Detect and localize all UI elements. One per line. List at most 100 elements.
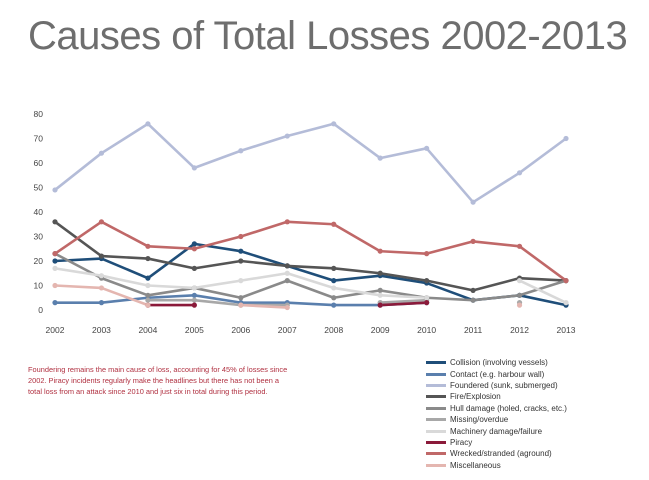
- data-point-foundered-sunk-submerged: [424, 145, 430, 151]
- chart-note: Foundering remains the main cause of los…: [28, 365, 288, 396]
- data-point-foundered-sunk-submerged: [145, 121, 151, 127]
- data-point-foundered-sunk-submerged: [284, 133, 290, 139]
- data-point-wrecked-stranded-aground: [424, 251, 430, 257]
- data-point-foundered-sunk-submerged: [98, 150, 105, 156]
- data-point-miscellaneous: [98, 285, 105, 291]
- legend-swatch: [426, 406, 446, 410]
- x-tick-label: 2008: [324, 325, 343, 335]
- data-point-fire-explosion: [145, 255, 151, 262]
- data-point-wrecked-stranded-aground: [470, 238, 476, 244]
- data-point-wrecked-stranded-aground: [145, 243, 151, 249]
- data-point-machinery-damage-failure: [145, 282, 151, 289]
- data-point-contact-e-g-harbour-wall: [98, 300, 105, 306]
- series-line-collision-involving-vessels: [53, 242, 568, 307]
- data-point-foundered-sunk-submerged: [191, 165, 197, 171]
- legend-label: Wrecked/stranded (aground): [450, 449, 552, 459]
- data-point-machinery-damage-failure: [563, 300, 569, 306]
- data-point-foundered-sunk-submerged: [470, 199, 476, 205]
- data-point-fire-explosion: [377, 270, 383, 276]
- data-point-collision-involving-vessels: [191, 241, 197, 247]
- legend-item: Machinery damage/failure: [426, 425, 567, 436]
- legend-swatch: [426, 395, 446, 399]
- x-tick-label: 2004: [138, 325, 157, 335]
- x-tick-label: 2006: [231, 325, 250, 335]
- data-point-wrecked-stranded-aground: [331, 221, 337, 227]
- legend-label: Machinery damage/failure: [450, 426, 543, 436]
- legend-label: Missing/overdue: [450, 415, 509, 425]
- series-points: [52, 121, 569, 311]
- data-point-miscellaneous: [145, 302, 151, 308]
- data-point-piracy: [424, 300, 430, 306]
- data-point-wrecked-stranded-aground: [98, 219, 105, 225]
- x-tick-label: 2012: [510, 325, 529, 335]
- x-tick-label: 2002: [46, 325, 65, 335]
- data-point-wrecked-stranded-aground: [377, 248, 383, 254]
- series-line-miscellaneous: [239, 303, 289, 309]
- x-tick-label: 2013: [557, 325, 576, 335]
- data-point-miscellaneous: [516, 302, 523, 308]
- data-point-fire-explosion: [331, 265, 337, 271]
- data-point-foundered-sunk-submerged: [331, 121, 337, 127]
- data-point-wrecked-stranded-aground: [516, 243, 523, 249]
- data-point-collision-involving-vessels: [52, 258, 58, 264]
- data-point-fire-explosion: [470, 287, 476, 293]
- data-point-foundered-sunk-submerged: [238, 148, 244, 154]
- y-axis-ticks: 0 10 20 30 40 50 60 70 80: [34, 109, 44, 315]
- series-line-piracy: [378, 301, 428, 307]
- legend-item: Collision (involving vessels): [426, 357, 567, 368]
- data-point-missing-overdue: [145, 297, 151, 303]
- data-point-missing-overdue: [191, 297, 197, 303]
- series-line-wrecked-stranded-aground: [53, 220, 568, 282]
- series-line-missing-overdue: [378, 298, 428, 304]
- y-tick-label: 40: [34, 207, 44, 217]
- data-point-contact-e-g-harbour-wall: [52, 300, 58, 306]
- legend-swatch: [426, 429, 446, 433]
- chart-title: Causes of Total Losses 2002-2013: [28, 14, 628, 58]
- x-tick-label: 2009: [371, 325, 390, 335]
- legend-item: Miscellaneous: [426, 460, 567, 471]
- legend-item: Hull damage (holed, cracks, etc.): [426, 403, 567, 414]
- data-point-hull-damage-holed-cracks-etc: [377, 287, 383, 293]
- data-point-machinery-damage-failure: [424, 295, 430, 301]
- data-point-piracy: [191, 302, 197, 308]
- data-point-contact-e-g-harbour-wall: [331, 302, 337, 308]
- data-point-contact-e-g-harbour-wall: [191, 292, 197, 298]
- data-point-machinery-damage-failure: [98, 273, 105, 279]
- data-point-wrecked-stranded-aground: [52, 251, 58, 257]
- y-tick-label: 10: [34, 281, 44, 291]
- x-tick-label: 2007: [278, 325, 297, 335]
- data-point-machinery-damage-failure: [52, 265, 58, 271]
- data-point-miscellaneous: [238, 302, 244, 308]
- series-line-fire-explosion: [53, 220, 568, 292]
- series-line-foundered-sunk-submerged: [53, 122, 568, 204]
- legend-item: Foundered (sunk, submerged): [426, 380, 567, 391]
- x-tick-label: 2005: [185, 325, 204, 335]
- legend-item: Fire/Explosion: [426, 391, 567, 402]
- y-tick-label: 0: [38, 305, 43, 315]
- data-point-foundered-sunk-submerged: [516, 170, 523, 176]
- data-point-fire-explosion: [98, 253, 105, 259]
- data-point-wrecked-stranded-aground: [238, 233, 244, 240]
- data-point-foundered-sunk-submerged: [563, 135, 569, 142]
- chart-legend: Collision (involving vessels) Contact (e.…: [426, 357, 567, 471]
- data-point-miscellaneous: [284, 304, 290, 311]
- data-point-machinery-damage-failure: [377, 292, 383, 298]
- legend-label: Foundered (sunk, submerged): [450, 380, 558, 390]
- legend-swatch: [426, 463, 446, 467]
- x-tick-label: 2010: [417, 325, 436, 335]
- legend-label: Fire/Explosion: [450, 392, 501, 402]
- legend-item: Wrecked/stranded (aground): [426, 448, 567, 459]
- y-tick-label: 60: [34, 158, 44, 168]
- data-point-fire-explosion: [191, 265, 197, 271]
- data-point-machinery-damage-failure: [284, 270, 290, 276]
- series-line-machinery-damage-failure: [518, 279, 568, 304]
- data-point-collision-involving-vessels: [331, 278, 337, 284]
- data-point-machinery-damage-failure: [516, 278, 523, 284]
- data-point-hull-damage-holed-cracks-etc: [238, 295, 244, 301]
- y-tick-label: 30: [34, 232, 44, 242]
- data-point-fire-explosion: [238, 258, 244, 264]
- legend-swatch: [426, 418, 446, 422]
- legend-swatch: [426, 383, 446, 387]
- y-tick-label: 80: [34, 109, 44, 119]
- data-point-collision-involving-vessels: [238, 248, 244, 254]
